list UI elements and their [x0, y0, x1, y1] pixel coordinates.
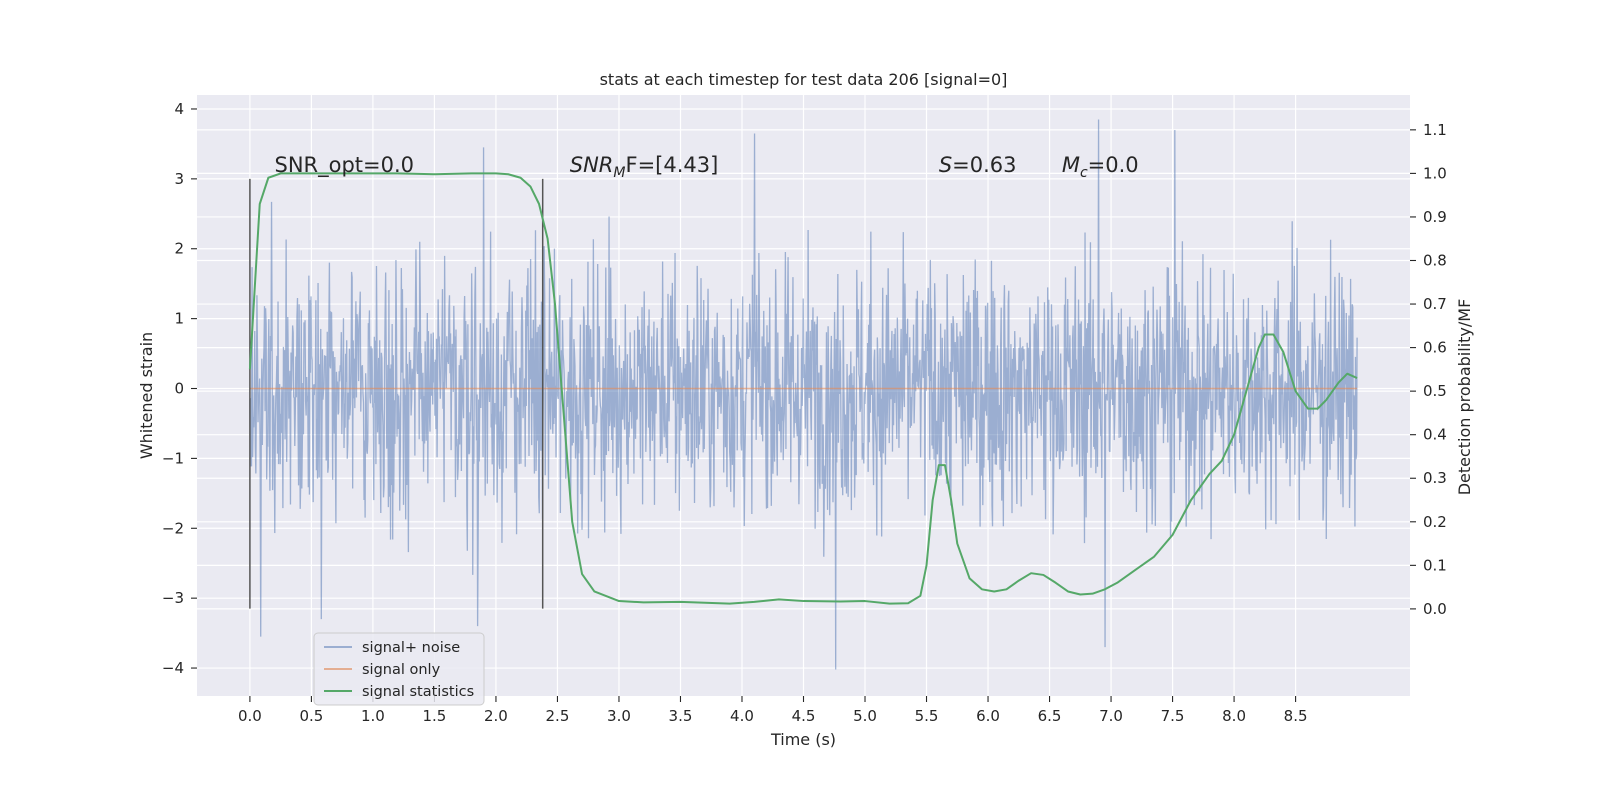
annotation-text: S=0.63 — [939, 153, 1017, 177]
legend-label: signal statistics — [362, 684, 474, 700]
y-tick-label: 4 — [174, 100, 184, 118]
right-tick-label: 0.6 — [1423, 339, 1447, 357]
chart-title: stats at each timestep for test data 206… — [600, 70, 1008, 89]
vertical-markers — [249, 178, 544, 609]
annotation-text: Mc=0.0 — [1062, 153, 1139, 181]
x-tick-label: 5.0 — [853, 707, 877, 725]
x-axis-ticks: 0.0 0.5 1.0 1.5 2.0 2.5 3.0 3.5 4.0 4.5 5.0 5.5 6.0 6… — [238, 696, 1308, 725]
x-tick-label: 8.0 — [1222, 707, 1246, 725]
x-tick-label: 0.5 — [299, 707, 323, 725]
right-tick-label: 0.5 — [1423, 382, 1447, 400]
right-tick-label: 0.2 — [1423, 513, 1447, 531]
right-tick-label: 0.7 — [1423, 295, 1447, 313]
right-tick-label: 0.0 — [1423, 600, 1447, 618]
x-tick-label: 7.0 — [1099, 707, 1123, 725]
x-tick-label: 2.5 — [546, 707, 570, 725]
x-tick-label: 4.5 — [792, 707, 816, 725]
y-tick-label: −1 — [162, 449, 184, 467]
x-tick-label: 7.5 — [1161, 707, 1185, 725]
x-tick-label: 1.0 — [361, 707, 385, 725]
x-axis-label: Time (s) — [770, 730, 836, 749]
annotations: SNR_opt=0.0 SNRMF=[4.43] S=0.63 Mc=0.0 — [275, 153, 1139, 181]
signal-noise-line — [249, 119, 1358, 670]
x-tick-label: 8.5 — [1284, 707, 1308, 725]
y-tick-label: 2 — [174, 240, 184, 258]
annotation-text: SNR_opt=0.0 — [275, 153, 415, 178]
y-tick-label: 1 — [174, 310, 184, 328]
legend-label: signal only — [362, 662, 441, 678]
right-tick-label: 0.3 — [1423, 469, 1447, 487]
right-axis-label: Detection probability/MF — [1455, 299, 1474, 496]
right-axis-ticks: 0.0 0.1 0.2 0.3 0.4 0.5 0.6 0.7 0.8 0.9 1.0 1.1 — [1410, 121, 1447, 618]
y-tick-label: 0 — [174, 380, 184, 398]
y-tick-label: −2 — [162, 519, 184, 537]
x-tick-label: 6.5 — [1038, 707, 1062, 725]
legend: signal+ noise signal only signal statistic… — [313, 632, 485, 706]
legend-label: signal+ noise — [362, 640, 460, 656]
legend-box — [313, 632, 485, 706]
right-tick-label: 1.0 — [1423, 164, 1447, 182]
right-tick-label: 1.1 — [1423, 121, 1447, 139]
x-tick-label: 0.0 — [238, 707, 262, 725]
right-tick-label: 0.4 — [1423, 426, 1447, 444]
signal-noise-series — [249, 119, 1358, 670]
signal-statistics-series — [248, 172, 1358, 605]
annotation-text: SNRMF=[4.43] — [570, 153, 719, 181]
x-tick-label: 3.0 — [607, 707, 631, 725]
y-axis-label: Whitened strain — [137, 332, 156, 459]
y-axis-ticks: −4 −3 −2 −1 0 1 2 3 4 — [162, 100, 197, 677]
x-tick-label: 5.5 — [915, 707, 939, 725]
y-tick-label: −3 — [162, 589, 184, 607]
signal-statistics-line — [248, 172, 1358, 605]
x-tick-label: 1.5 — [423, 707, 447, 725]
right-tick-label: 0.9 — [1423, 208, 1447, 226]
y-tick-label: −4 — [162, 659, 184, 677]
x-tick-label: 2.0 — [484, 707, 508, 725]
x-tick-label: 4.0 — [730, 707, 754, 725]
y-tick-label: 3 — [174, 170, 184, 188]
right-tick-label: 0.8 — [1423, 251, 1447, 269]
x-tick-label: 6.0 — [976, 707, 1000, 725]
right-tick-label: 0.1 — [1423, 556, 1447, 574]
x-tick-label: 3.5 — [669, 707, 693, 725]
